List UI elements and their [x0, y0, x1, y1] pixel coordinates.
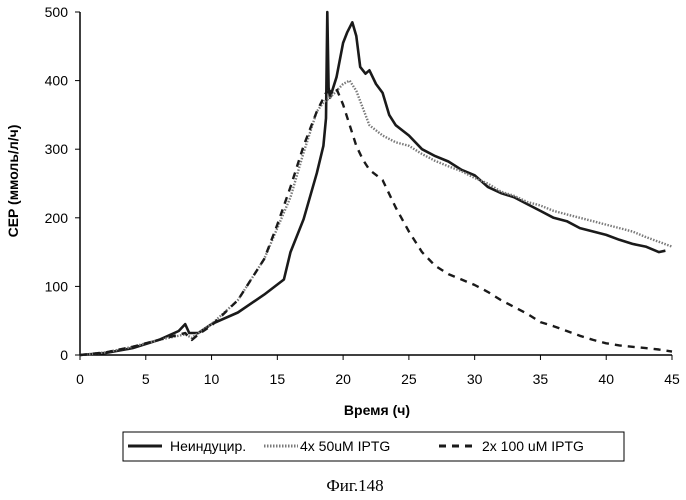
x-tick-label: 45 — [664, 371, 680, 387]
series-line-2 — [80, 81, 672, 355]
y-tick-label: 200 — [45, 210, 69, 226]
x-tick-label: 15 — [270, 371, 286, 387]
y-tick-label: 400 — [45, 73, 69, 89]
x-tick-label: 5 — [142, 371, 150, 387]
x-tick-label: 40 — [598, 371, 614, 387]
legend-label-series-1: Неиндуцир. — [170, 438, 246, 454]
x-axis-title: Время (ч) — [344, 402, 410, 418]
legend-label-series-2: 4x 50uM IPTG — [300, 438, 390, 454]
legend-label-series-3: 2x 100 uM IPTG — [482, 438, 584, 454]
x-tick-label: 20 — [335, 371, 351, 387]
x-tick-label: 25 — [401, 371, 417, 387]
y-axis-title: CEP (ммоль/л/ч) — [5, 125, 21, 238]
series-line-3 — [80, 89, 672, 355]
series-layer — [80, 12, 672, 355]
x-tick-label: 30 — [467, 371, 483, 387]
y-tick-label: 100 — [45, 278, 69, 294]
y-tick-label: 500 — [45, 4, 69, 20]
legend: Неиндуцир. 4x 50uM IPTG 2x 100 uM IPTG — [123, 432, 624, 461]
x-tick-label: 35 — [533, 371, 549, 387]
y-tick-label: 0 — [60, 347, 68, 363]
figure-caption: Фиг.148 — [326, 476, 383, 495]
x-tick-label: 10 — [204, 371, 220, 387]
x-tick-label: 0 — [76, 371, 84, 387]
series-line-1 — [80, 12, 665, 355]
y-tick-label: 300 — [45, 141, 69, 157]
axes: 0 100 200 300 400 500 0 5 10 15 20 25 30 35 40 45 — [45, 4, 680, 387]
